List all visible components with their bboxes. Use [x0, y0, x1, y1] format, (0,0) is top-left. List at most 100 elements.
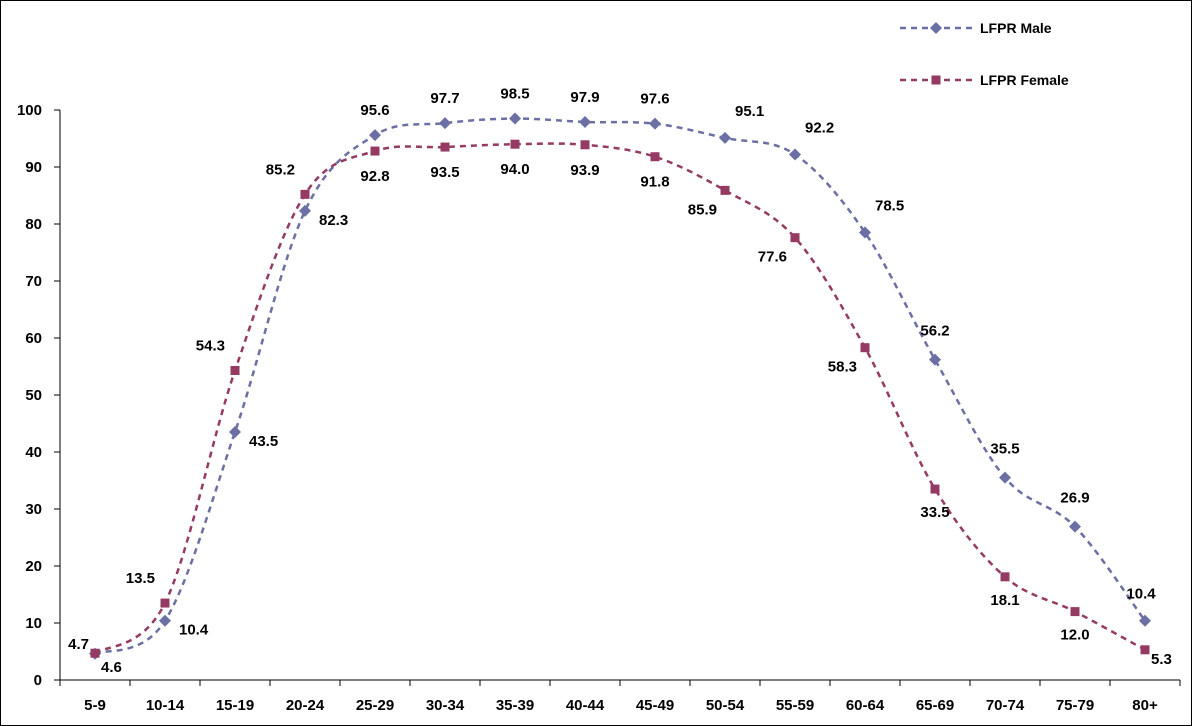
data-label-male: 4.6: [101, 659, 122, 676]
y-tick-label: 80: [25, 216, 42, 233]
data-point-square: [580, 140, 590, 150]
data-label-male: 97.9: [570, 89, 599, 106]
legend: LFPR Male LFPR Female: [900, 20, 1069, 88]
series-male: [89, 112, 1151, 660]
y-tick-label: 40: [25, 444, 42, 461]
data-label-female: 33.5: [920, 504, 949, 521]
x-tick-label: 30-34: [426, 697, 465, 714]
data-point-diamond: [999, 471, 1011, 484]
series-line: [94, 117, 1147, 655]
data-label-male: 10.4: [1126, 586, 1156, 603]
data-label-female: 12.0: [1060, 627, 1089, 644]
data-point-square: [860, 343, 870, 353]
data-label-male: 95.6: [360, 102, 389, 119]
legend-item-female: LFPR Female: [900, 72, 1069, 88]
data-label-male: 92.2: [805, 119, 834, 136]
data-label-female: 18.1: [990, 592, 1019, 609]
data-label-female: 4.7: [68, 636, 89, 653]
data-point-square: [370, 146, 380, 156]
data-point-diamond: [439, 117, 451, 130]
x-tick-label: 35-39: [496, 697, 534, 714]
data-label-male: 82.3: [319, 212, 348, 229]
data-point-diamond: [1069, 520, 1081, 533]
data-point-diamond: [859, 226, 871, 239]
data-label-female: 13.5: [126, 570, 155, 587]
x-tick-label: 60-64: [846, 697, 885, 714]
y-tick-label: 20: [25, 558, 42, 575]
data-point-square: [930, 484, 940, 494]
data-point-square: [510, 139, 520, 149]
x-tick-label: 65-69: [916, 697, 954, 714]
y-tick-label: 30: [25, 501, 42, 518]
data-point-square: [300, 189, 310, 199]
x-tick-label: 5-9: [84, 697, 106, 714]
y-tick-label: 90: [25, 159, 42, 176]
y-tick-label: 60: [25, 330, 42, 347]
data-point-diamond: [229, 426, 241, 439]
data-label-female: 92.8: [360, 168, 389, 185]
data-point-square: [720, 185, 730, 195]
y-tick-label: 10: [25, 615, 42, 632]
data-label-female: 93.5: [430, 164, 459, 181]
data-point-diamond: [369, 129, 381, 142]
data-label-male: 98.5: [500, 86, 529, 103]
series-line: [94, 142, 1146, 655]
data-point-square: [1000, 572, 1010, 582]
data-point-square: [650, 152, 660, 162]
x-tick-label: 80+: [1132, 697, 1158, 714]
data-label-male: 97.7: [430, 90, 459, 107]
series-layer: [89, 112, 1151, 660]
data-point-diamond: [1139, 614, 1151, 627]
data-point-diamond: [299, 204, 311, 217]
data-point-diamond: [579, 115, 591, 128]
data-label-male: 10.4: [179, 622, 209, 639]
data-label-male: 78.5: [875, 198, 904, 215]
data-point-square: [1140, 645, 1150, 655]
data-label-male: 35.5: [990, 441, 1019, 458]
data-point-diamond: [789, 148, 801, 161]
data-label-male: 56.2: [920, 323, 949, 340]
x-tick-label: 75-79: [1056, 697, 1094, 714]
data-label-female: 54.3: [196, 337, 225, 354]
data-point-diamond: [929, 353, 941, 366]
data-label-female: 94.0: [500, 161, 529, 178]
data-point-diamond: [509, 112, 521, 125]
data-label-female: 91.8: [640, 174, 669, 191]
data-label-male: 97.6: [640, 91, 669, 108]
data-labels: 4.6 4.7 10.4 13.5 43.5 54.3 82.3 85.2 95.6 92.8 97…: [68, 86, 1172, 676]
y-tick-label: 50: [25, 387, 42, 404]
data-label-female: 85.2: [266, 161, 295, 178]
data-label-female: 58.3: [828, 359, 857, 376]
data-point-diamond: [159, 614, 171, 627]
y-tick-label: 70: [25, 273, 42, 290]
data-point-square: [440, 142, 450, 152]
y-tick-label: 100: [17, 102, 42, 119]
data-label-male: 95.1: [735, 103, 764, 120]
data-label-female: 93.9: [570, 162, 599, 179]
data-label-female: 77.6: [758, 249, 787, 266]
legend-item-male: LFPR Male: [900, 20, 1052, 36]
x-tick-label: 20-24: [286, 697, 325, 714]
y-tick-label: 0: [34, 672, 42, 689]
data-point-square: [160, 598, 170, 608]
data-point-diamond: [649, 117, 661, 130]
legend-label: LFPR Female: [980, 72, 1069, 88]
x-tick-label: 15-19: [216, 697, 254, 714]
data-point-square: [790, 233, 800, 243]
x-tick-label: 70-74: [986, 697, 1025, 714]
data-point-square: [230, 365, 240, 375]
legend-marker: [931, 75, 941, 85]
data-label-female: 5.3: [1151, 651, 1172, 668]
x-tick-label: 45-49: [636, 697, 674, 714]
data-label-male: 43.5: [249, 433, 278, 450]
series-female: [90, 139, 1150, 658]
x-tick-label: 40-44: [566, 697, 605, 714]
data-point-square: [1070, 607, 1080, 617]
x-tick-label: 50-54: [706, 697, 745, 714]
legend-label: LFPR Male: [980, 20, 1052, 36]
legend-marker: [930, 22, 942, 34]
x-tick-label: 25-29: [356, 697, 394, 714]
data-point-square: [90, 648, 100, 658]
